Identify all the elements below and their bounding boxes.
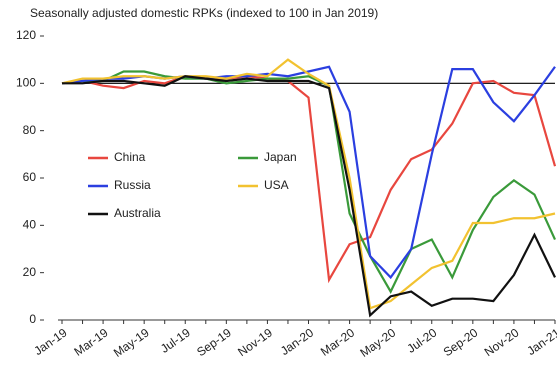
y-tick-label: 40: [23, 218, 37, 232]
x-tick-label: Sep-20: [441, 325, 481, 359]
y-tick-label: 80: [23, 123, 37, 137]
y-tick-label: 100: [16, 76, 36, 90]
y-tick-label: 120: [16, 28, 36, 42]
y-tick-label: 60: [23, 170, 37, 184]
x-tick-label: Jan-19: [31, 325, 69, 358]
x-tick-label: Mar-19: [71, 325, 110, 358]
y-tick-label: 20: [23, 265, 37, 279]
x-tick-label: Jul-19: [158, 325, 193, 355]
y-tick-label: 0: [29, 312, 36, 326]
legend-label: China: [114, 150, 146, 164]
legend-label: USA: [264, 178, 289, 192]
chart-title: Seasonally adjusted domestic RPKs (index…: [30, 6, 378, 20]
series-line: [62, 75, 556, 318]
series-line: [61, 58, 556, 310]
legend-label: Russia: [114, 178, 151, 192]
series-line: [61, 75, 557, 284]
x-tick-label: Mar-20: [318, 325, 357, 358]
x-tick-label: May-20: [357, 325, 398, 360]
x-tick-label: Jan-21: [524, 325, 557, 358]
x-tick-label: Nov-19: [235, 325, 275, 359]
x-tick-label: Sep-19: [194, 325, 234, 359]
legend-label: Japan: [264, 150, 297, 164]
x-tick-label: Nov-20: [482, 325, 522, 359]
x-tick-label: Jan-20: [278, 325, 316, 358]
series-line: [61, 70, 557, 294]
legend-label: Australia: [114, 206, 161, 220]
x-tick-label: May-19: [111, 325, 152, 360]
x-tick-label: Jul-20: [404, 325, 439, 355]
